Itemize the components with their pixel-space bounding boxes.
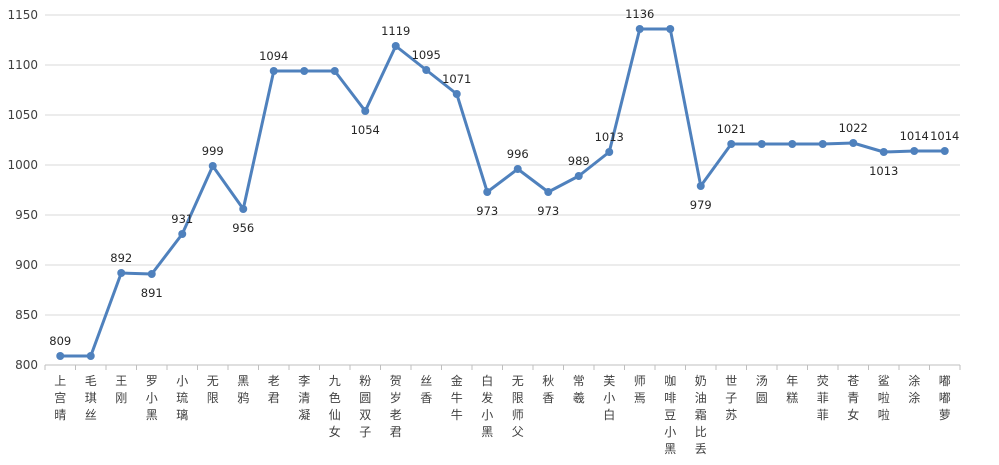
- data-label: 956: [232, 221, 254, 235]
- x-tick-label: 丝香: [420, 374, 432, 405]
- data-label: 1054: [351, 123, 380, 137]
- data-label: 989: [568, 154, 590, 168]
- series-line: [60, 27, 945, 358]
- data-point: [56, 352, 65, 360]
- data-label: 809: [49, 334, 71, 348]
- data-label: 931: [171, 212, 193, 226]
- data-label: 1013: [869, 164, 898, 178]
- x-tick-label: 咖啡豆小黑: [664, 373, 676, 456]
- data-point: [147, 270, 156, 278]
- data-point: [544, 188, 553, 196]
- x-tick-label: 鲨啦啦: [878, 374, 890, 422]
- data-point: [391, 42, 400, 50]
- x-tick-label: 李清凝: [298, 373, 310, 422]
- data-point: [361, 107, 370, 115]
- data-label: 892: [110, 251, 132, 265]
- x-tick-label: 九色仙女: [329, 374, 341, 439]
- data-point: [422, 66, 431, 74]
- data-point: [269, 67, 278, 75]
- x-tick-label: 涂涂: [908, 373, 920, 405]
- y-tick-label: 950: [15, 208, 38, 222]
- x-tick-label: 汤圆: [756, 374, 768, 405]
- x-tick-label: 嘟嘟萝: [939, 374, 951, 422]
- x-tick-label: 老君: [268, 374, 280, 405]
- x-tick-label: 毛琪丝: [85, 374, 97, 422]
- data-point: [178, 230, 187, 238]
- data-label: 1094: [259, 49, 288, 63]
- data-label: 973: [476, 204, 498, 218]
- x-tick-label: 贺岁老君: [390, 374, 402, 439]
- data-point: [818, 140, 827, 148]
- data-label: 1095: [412, 48, 441, 62]
- x-tick-label: 白发小黑: [481, 373, 493, 439]
- x-tick-label: 师焉: [634, 374, 646, 405]
- y-tick-label: 800: [15, 358, 38, 372]
- data-label: 999: [202, 144, 224, 158]
- data-point: [208, 162, 217, 170]
- data-point: [757, 140, 766, 148]
- data-points: [56, 25, 949, 360]
- y-tick-label: 1150: [7, 8, 38, 22]
- gridlines: [45, 14, 960, 316]
- data-point: [300, 67, 309, 75]
- x-tick-label: 王刚: [115, 374, 127, 405]
- data-point: [696, 182, 705, 190]
- x-tick-label: 秋香: [542, 374, 554, 405]
- data-point: [483, 188, 492, 196]
- data-point: [727, 140, 736, 148]
- y-tick-label: 850: [15, 308, 38, 322]
- data-label: 996: [507, 147, 529, 161]
- data-label: 1014: [900, 129, 929, 143]
- x-tick-label: 粉圆双子: [359, 374, 371, 439]
- data-label: 891: [141, 286, 163, 300]
- y-tick-label: 1100: [7, 58, 38, 72]
- data-point: [940, 147, 949, 155]
- data-label: 1119: [381, 24, 410, 38]
- x-tick-label: 苍青女: [847, 374, 859, 422]
- data-point: [879, 148, 888, 156]
- x-tick-label: 上宫晴: [54, 374, 66, 422]
- data-point: [788, 140, 797, 148]
- data-point: [86, 352, 95, 360]
- x-tick-label: 年糕: [786, 374, 798, 405]
- data-point: [513, 165, 522, 173]
- data-point: [849, 139, 858, 147]
- x-tick-label: 小琉璃: [176, 374, 188, 422]
- data-label: 1014: [930, 129, 959, 143]
- data-label: 1071: [442, 72, 471, 86]
- data-point: [635, 25, 644, 33]
- data-point: [910, 147, 919, 155]
- x-tick-label: 无限师父: [512, 374, 524, 439]
- x-tick-label: 罗小黑: [146, 374, 158, 422]
- x-tick-label: 无限: [207, 374, 219, 405]
- x-tick-label: 世子苏: [725, 374, 737, 422]
- x-tick-label: 芙小白: [603, 374, 615, 422]
- data-point: [330, 67, 339, 75]
- data-point: [574, 172, 583, 180]
- data-point: [117, 269, 126, 277]
- data-point: [605, 148, 614, 156]
- y-axis-ticks: 800 850 900 950 1000 1050 1100 1150: [7, 8, 38, 372]
- x-tick-label: 常羲: [573, 374, 585, 405]
- x-tick-label: 金牛牛: [451, 373, 463, 422]
- x-tick-label: 奶油霜比丢: [695, 374, 707, 456]
- x-tick-label: 荧菲菲: [817, 374, 829, 422]
- y-tick-label: 1050: [7, 108, 38, 122]
- data-point: [239, 205, 248, 213]
- data-label: 973: [537, 204, 559, 218]
- y-tick-label: 1000: [7, 158, 38, 172]
- data-label: 1021: [717, 122, 746, 136]
- data-label: 1013: [595, 130, 624, 144]
- data-label: 979: [690, 198, 712, 212]
- x-tick-label: 黑鸦: [237, 374, 249, 405]
- data-point: [452, 90, 461, 98]
- data-point: [666, 25, 675, 33]
- data-label: 1022: [839, 121, 868, 135]
- y-tick-label: 900: [15, 258, 38, 272]
- data-label: 1136: [625, 7, 654, 21]
